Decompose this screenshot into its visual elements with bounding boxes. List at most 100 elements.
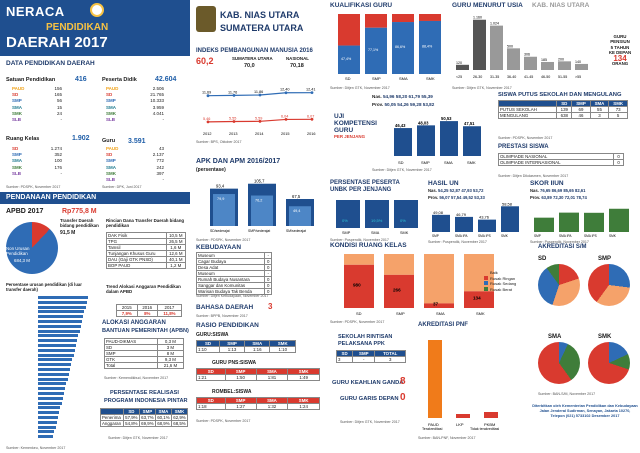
legend-label: Baik: [490, 270, 498, 275]
apbd-label: APBD 2017: [6, 208, 44, 215]
legend-label: Tidak terakreditasi: [470, 427, 499, 430]
table-row: Total 21,6 M: [104, 362, 185, 369]
region-bar: [38, 430, 55, 434]
data-label: 1.024: [490, 22, 499, 26]
region-bar: [38, 367, 70, 371]
persen-label: Persentase urusan pendidikan (di luar tr…: [6, 282, 82, 292]
table-cell: 5: [608, 112, 628, 119]
realisasi-table: SD SMP SMA SMK Penerima 57,9% 63,7% 60,1% 62,9% A…: [100, 408, 189, 427]
data-label: 11,69: [202, 91, 211, 95]
bar-segment: [365, 27, 387, 75]
row-value: 52,87: [449, 188, 462, 193]
region-bar: [38, 334, 79, 338]
item-value: 3.959: [152, 104, 164, 110]
data-label: 1.160: [473, 16, 482, 20]
data-label: 6,07: [307, 114, 314, 118]
item-label: SD: [106, 152, 113, 158]
item-value: 56: [56, 98, 62, 104]
bar-segment: [344, 264, 374, 308]
data-label: 50,53: [441, 116, 452, 121]
data-label: 77,1%: [368, 48, 379, 52]
province-name: SUMATERA UTARA: [220, 23, 304, 33]
source-note: Sumber: PDSPK, November 2017: [6, 185, 61, 189]
list-item: PAUD 156: [12, 86, 62, 92]
bar: [558, 61, 571, 70]
table-row: BOP PAUD 1,2 M: [106, 262, 187, 269]
source-note: Sumber: PDSPK, November 2017: [196, 238, 251, 242]
header-banner: NERACA PENDIDIKAN DAERAH 2017: [0, 0, 190, 56]
data-label: 11,86: [254, 90, 263, 94]
rk-list: SD 1.274 SMP 352 SMA 100 SMK 176 SLB -: [12, 146, 62, 177]
kondisi-legend: Baik Rusak Ringan Rusak Sedang Rusak Berat: [484, 270, 516, 292]
list-item: SD 165: [12, 92, 62, 98]
region-bar: [38, 420, 57, 424]
nas-label: NASIONAL: [286, 56, 309, 61]
kebudayaan-table: Museum - Cagar Budaya 0 Desa Adat 0 Museum - Rum…: [195, 252, 272, 295]
guru-label: Guru: [102, 138, 116, 144]
item-label: PAUD: [12, 86, 25, 91]
note-line: GURU: [613, 34, 627, 39]
item-value: 242: [156, 164, 164, 170]
row-value: 82,61: [574, 188, 586, 193]
bar: [456, 414, 470, 418]
rintisan-title2: PELAKSANA PPK: [338, 341, 385, 347]
section-title: PENDANAAN PENDIDIKAN: [6, 194, 97, 201]
tick-label: SM/sederajat: [286, 229, 306, 233]
usia-title: GURU MENURUT USIA: [452, 2, 523, 9]
uji-nas-row: Nas. 54,96 58,20 61,79 55,39: [372, 94, 433, 99]
source-note: Sumber: Ditjen Kebudayaan, November 2017: [196, 294, 269, 298]
table-cell: 638: [556, 112, 573, 119]
akr-smk-label: SMK: [598, 334, 612, 340]
item-value: 352: [54, 152, 62, 158]
row-value: 50,05: [384, 102, 398, 107]
un-nas: Nas. 54,25 52,87 47,93 53,72: [428, 188, 483, 193]
garis-value: 0: [400, 392, 406, 403]
title-line2: PENDIDIKAN: [46, 22, 109, 33]
item-label: PAUD: [106, 86, 119, 91]
table-row: 1:21 1:50 1:81 1:49: [196, 374, 320, 381]
table-cell: 26,5 M: [165, 238, 187, 245]
data-label: 134: [473, 296, 481, 301]
trend-value: 8%: [136, 310, 158, 317]
row-value: 57,54: [450, 195, 463, 200]
region-bar: [38, 411, 60, 415]
note-value: 134: [613, 53, 627, 63]
table-row: Penerima 57,9% 63,7% 60,1% 62,9%: [100, 414, 189, 421]
table-cell: 12,6 M: [165, 250, 187, 257]
table-cell: 10,5 M: [165, 232, 187, 239]
data-label: 19,5%: [371, 218, 383, 223]
row-value: 53,72: [472, 188, 484, 193]
list-item: SMK 397: [106, 171, 164, 177]
region-bar: [38, 310, 85, 314]
point: [258, 93, 262, 97]
guru-list: PAUD 43 SD 2.137 SMP 772 SMA 242 SMK 397 SLB -: [106, 146, 164, 183]
tick-label: 36-40: [507, 75, 516, 79]
trend-value: 11,8%: [156, 310, 183, 317]
tick-label: 46-50: [541, 75, 550, 79]
item-value: 100: [54, 158, 62, 164]
list-item: SMA 242: [106, 165, 164, 171]
source-note: Sumber: BPS, Oktober 2017: [196, 140, 242, 144]
list-item: SMP 772: [106, 158, 164, 164]
tick-label: 26-30: [473, 75, 482, 79]
item-value: -: [162, 117, 165, 123]
tick-label: SD/sederajat: [210, 229, 230, 233]
row-value: 56,07: [439, 195, 451, 200]
table-cell: BOP PAUD: [106, 262, 167, 269]
source-note: Sumber: Ditjen Dikdasmen, November 2017: [498, 174, 569, 178]
list-item: SMK 4.041: [106, 111, 164, 117]
data-label: 48,03: [418, 120, 429, 125]
tick-label: PKBM: [484, 422, 495, 427]
item-value: 397: [156, 170, 164, 176]
bar: [524, 56, 537, 70]
row-value: 58,20: [395, 94, 409, 99]
uji-t4: PER JENJANG: [334, 134, 365, 140]
region-bar: [38, 348, 75, 352]
region-bar: [38, 296, 88, 299]
data-label: 500: [507, 44, 513, 48]
item-value: 4.041: [152, 110, 164, 116]
bar-segment: [344, 254, 374, 265]
akr-smp-label: SMP: [598, 256, 612, 262]
table-cell: 1:50: [224, 374, 257, 381]
data-label: 47,4%: [341, 57, 352, 61]
